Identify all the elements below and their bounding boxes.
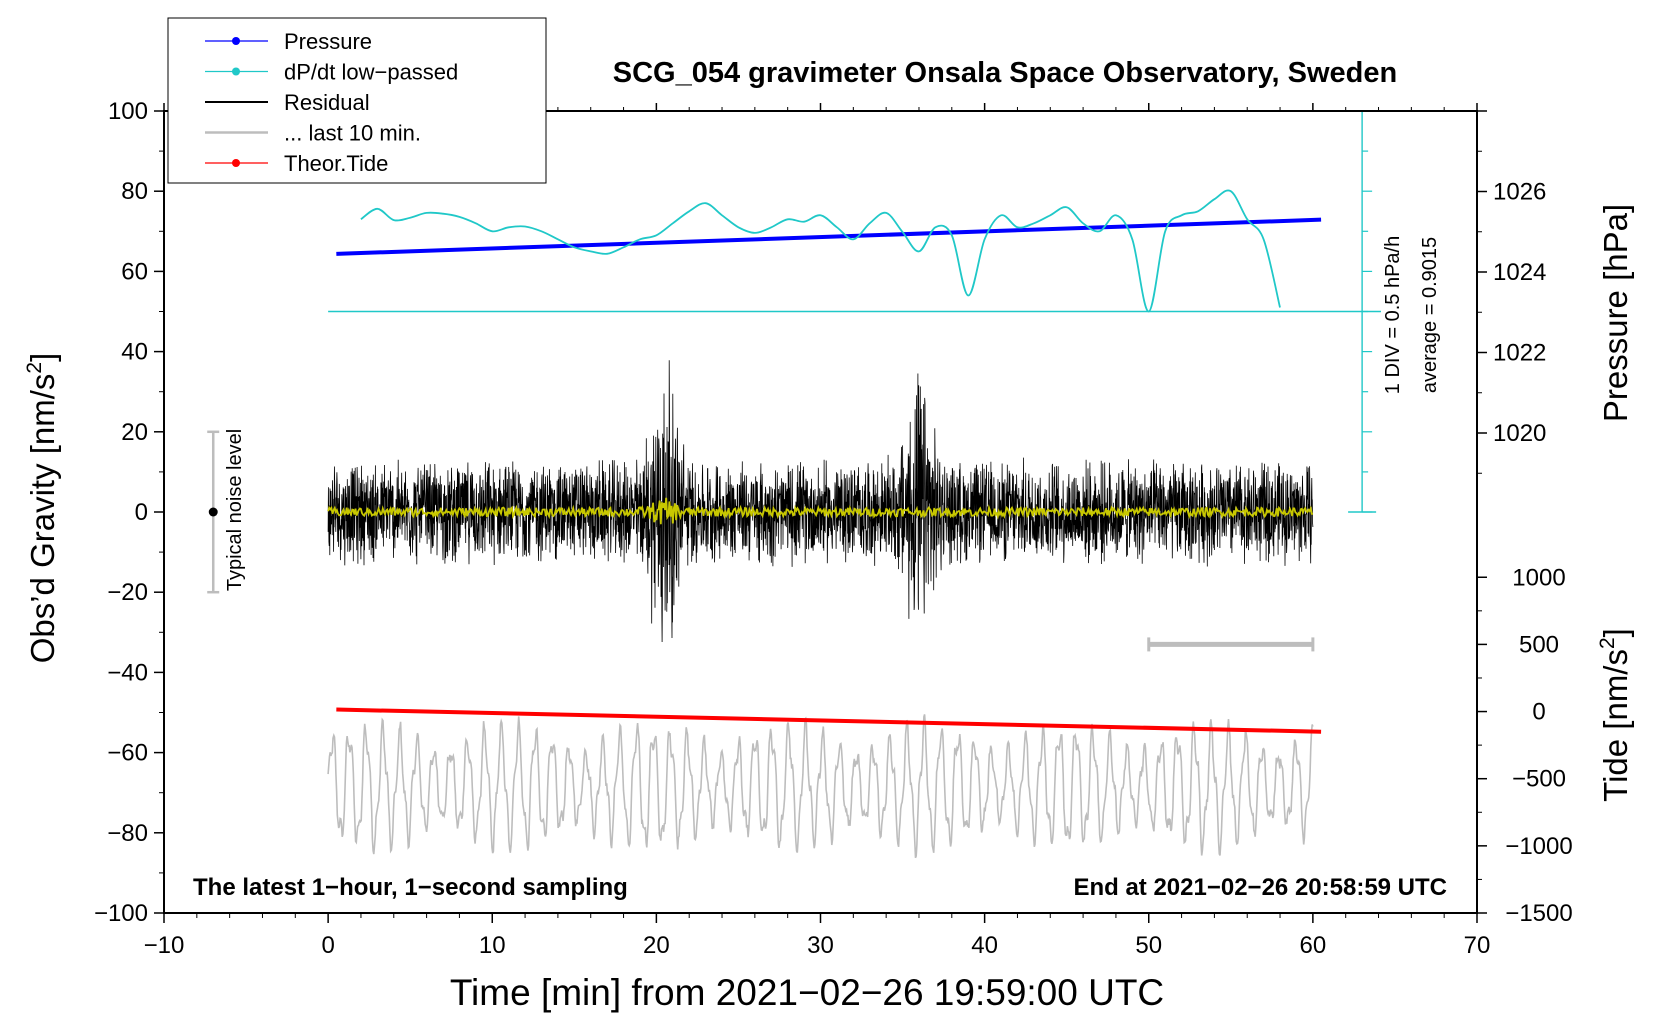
pressure-tick-label: 1020 xyxy=(1493,420,1546,447)
x-tick-label: 0 xyxy=(321,932,334,959)
dpdt-average-label: average = 0.9015 xyxy=(1419,237,1441,393)
tide-tick-label: 0 xyxy=(1532,699,1545,726)
y-tick-label: 100 xyxy=(108,98,148,125)
tide-axis-label-end: ] xyxy=(1597,628,1634,637)
tide-axis-label-main: Tide [nm/s xyxy=(1597,649,1634,802)
y-axis-label-end: ] xyxy=(24,353,61,362)
legend-label: Pressure xyxy=(284,29,372,54)
x-tick-label: 20 xyxy=(643,932,670,959)
y-tick-label: 0 xyxy=(135,499,148,526)
x-tick-label: 40 xyxy=(971,932,998,959)
pressure-axis-label: Pressure [hPa] xyxy=(1597,204,1634,422)
y-tick-label: 20 xyxy=(121,419,148,446)
x-tick-label: 50 xyxy=(1135,932,1162,959)
legend-box xyxy=(167,17,547,184)
y-axis-label-sup: 2 xyxy=(23,362,46,374)
legend-label: dP/dt low−passed xyxy=(284,60,458,85)
pressure-tick-label: 1026 xyxy=(1493,179,1546,206)
y-axis-label: Obs’d Gravity [nm/s2] xyxy=(23,353,61,664)
axes-layer: −10 0 10 20 30 40 50 60 70−100−80−60−40−20020406… xyxy=(94,98,1573,959)
chart-title: SCG_054 gravimeter Onsala Space Observat… xyxy=(613,57,1397,89)
x-tick-label: 60 xyxy=(1300,932,1327,959)
y-tick-label: 80 xyxy=(121,178,148,205)
y-tick-label: −100 xyxy=(94,900,148,927)
legend-swatch-dot xyxy=(232,37,240,45)
pressure-tick-label: 1022 xyxy=(1493,340,1546,367)
series-pressure-line xyxy=(336,217,1322,256)
tide-tick-label: 1000 xyxy=(1512,564,1565,591)
tide-tick-label: −500 xyxy=(1512,766,1566,793)
plot-layer xyxy=(207,110,1381,859)
series-tide-line xyxy=(336,707,1322,734)
pressure-tick-label: 1024 xyxy=(1493,259,1546,286)
x-tick-label: 70 xyxy=(1464,932,1491,959)
y-tick-label: −60 xyxy=(107,740,148,767)
y-tick-label: 40 xyxy=(121,339,148,366)
noise-level-label: Typical noise level xyxy=(224,429,246,591)
legend-label: Residual xyxy=(284,90,370,115)
series-dpdt-line xyxy=(360,189,1281,313)
x-tick-label: −10 xyxy=(144,932,185,959)
y-axis-label-main: Obs’d Gravity [nm/s xyxy=(24,374,61,664)
y-tick-label: −80 xyxy=(107,820,148,847)
annotation-sampling: The latest 1−hour, 1−second sampling xyxy=(193,874,628,901)
noise-level-dot xyxy=(208,507,218,517)
tide-axis-label-sup: 2 xyxy=(1596,637,1619,649)
tide-tick-label: −1500 xyxy=(1505,900,1572,927)
annotation-end-time: End at 2021−02−26 20:58:59 UTC xyxy=(1073,874,1447,901)
x-tick-label: 30 xyxy=(807,932,834,959)
dpdt-axis-label: 1 DIV = 0.5 hPa/h xyxy=(1382,236,1404,394)
legend-items: Pressure dP/dt low−passed Residual ... last… xyxy=(205,29,458,176)
tide-tick-label: −1000 xyxy=(1505,833,1572,860)
legend-label: ... last 10 min. xyxy=(284,121,421,146)
y-tick-label: −40 xyxy=(107,659,148,686)
legend-label: Theor.Tide xyxy=(284,151,388,176)
tide-tick-label: 500 xyxy=(1519,631,1559,658)
legend: Pressure dP/dt low−passed Residual ... last… xyxy=(167,17,547,184)
x-tick-label: 10 xyxy=(479,932,506,959)
tide-axis-label: Tide [nm/s2] xyxy=(1596,628,1634,802)
series-last10-line xyxy=(327,714,1314,859)
series-residual-smoothed-line xyxy=(327,497,1313,525)
x-axis-label: Time [min] from 2021−02−26 19:59:00 UTC xyxy=(450,972,1164,1013)
legend-swatch-dot xyxy=(232,159,240,167)
legend-swatch-dot xyxy=(232,67,240,76)
series-residual-line xyxy=(327,360,1314,643)
y-tick-label: 60 xyxy=(121,258,148,285)
y-tick-label: −20 xyxy=(107,579,148,606)
